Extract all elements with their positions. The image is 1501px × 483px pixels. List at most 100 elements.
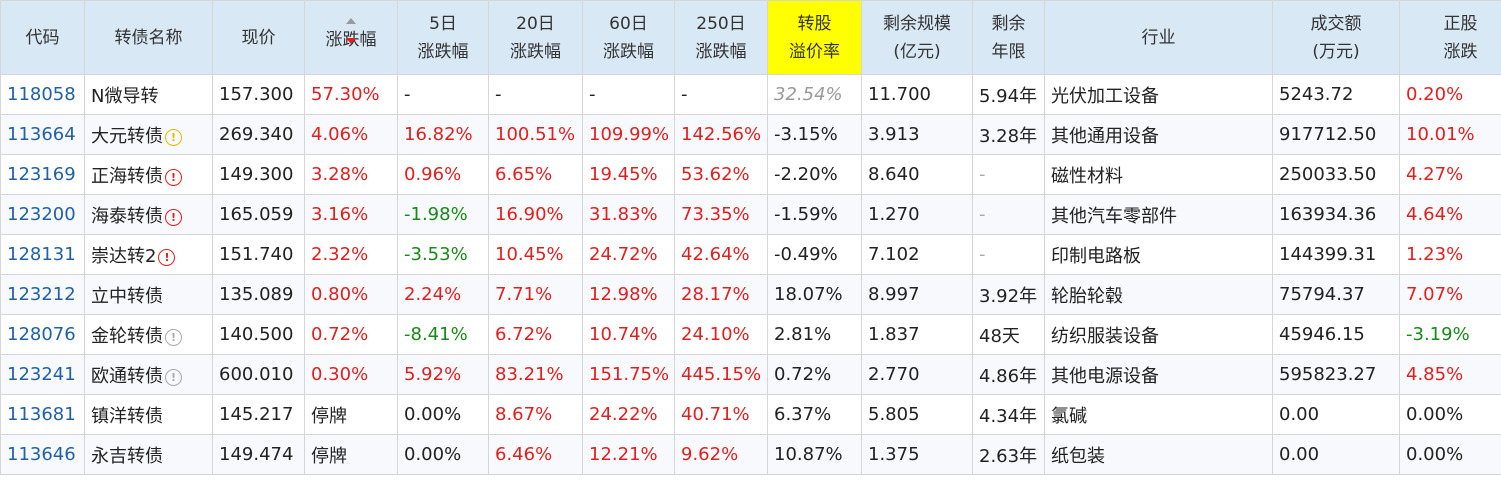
cell-chg20: 8.67% [488, 394, 583, 435]
table-row[interactable]: 113646 永吉转债 149.474 停牌 0.00% 6.46% 12.21% 9.62%… [0, 434, 1501, 475]
sort-down-icon [346, 37, 356, 44]
header-code[interactable]: 代码 [0, 0, 85, 75]
cell-name[interactable]: 镇洋转债 [84, 394, 213, 435]
cell-chg20: 10.45% [488, 234, 583, 275]
name-value[interactable]: 欧通转债 [91, 365, 163, 387]
table-row[interactable]: 113681 镇洋转债 145.217 停牌 0.00% 8.67% 24.22% 40.71… [0, 394, 1501, 435]
cell-code[interactable]: 123241 [0, 354, 85, 395]
industry-value: 氯碱 [1051, 405, 1087, 427]
name-value[interactable]: 金轮转债 [91, 325, 163, 347]
industry-value: 印制电路板 [1051, 245, 1141, 267]
industry-value: 其他通用设备 [1051, 125, 1159, 147]
header-scale-line2: (亿元) [893, 41, 941, 62]
change-value: 0.30% [311, 364, 369, 385]
code-value[interactable]: 113646 [7, 444, 76, 465]
cell-volume: 917712.50 [1272, 114, 1400, 155]
cell-name[interactable]: 海泰转债! [84, 194, 213, 235]
premium-value: -3.15% [774, 124, 838, 145]
cell-chg60: 19.45% [582, 154, 675, 195]
cell-name[interactable]: 崇达转2! [84, 234, 213, 275]
header-stock-change[interactable]: 正股 涨跌 [1399, 0, 1501, 75]
header-industry[interactable]: 行业 [1044, 0, 1273, 75]
header-years[interactable]: 剩余 年限 [972, 0, 1045, 75]
table-row[interactable]: 113664 大元转债! 269.340 4.06% 16.82% 100.51% 109.… [0, 114, 1501, 155]
cell-price: 149.474 [212, 434, 305, 475]
header-chg250[interactable]: 250日 涨跌幅 [674, 0, 768, 75]
header-change[interactable]: 涨跌幅 [304, 0, 398, 75]
header-chg20[interactable]: 20日 涨跌幅 [488, 0, 583, 75]
cell-code[interactable]: 118058 [0, 74, 85, 115]
chg5-value: 2.24% [404, 284, 462, 305]
premium-value: 6.37% [774, 404, 832, 425]
cell-code[interactable]: 123200 [0, 194, 85, 235]
header-premium[interactable]: 转股 溢价率 [767, 0, 862, 75]
cell-name[interactable]: 大元转债! [84, 114, 213, 155]
table-row[interactable]: 118058 N微导转 157.300 57.30% - - - - 32.54% 11.700 5… [0, 74, 1501, 115]
header-price[interactable]: 现价 [212, 0, 305, 75]
code-value[interactable]: 128076 [7, 324, 76, 345]
cell-chg5: - [397, 74, 489, 115]
stock-chg-value: 0.20% [1406, 84, 1464, 105]
table-row[interactable]: 123200 海泰转债! 165.059 3.16% -1.98% 16.90% 31.83… [0, 194, 1501, 235]
header-scale-line1: 剩余规模 [883, 13, 951, 34]
alert-icon[interactable]: ! [165, 328, 182, 346]
chg5-value: -1.98% [404, 204, 468, 225]
cell-code[interactable]: 113646 [0, 434, 85, 475]
table-row[interactable]: 123212 立中转债 135.089 0.80% 2.24% 7.71% 12.98% 28… [0, 274, 1501, 315]
cell-code[interactable]: 113681 [0, 394, 85, 435]
header-chg60[interactable]: 60日 涨跌幅 [582, 0, 675, 75]
cell-change: 3.28% [304, 154, 398, 195]
scale-value: 1.837 [868, 324, 920, 345]
code-value[interactable]: 113664 [7, 124, 76, 145]
code-value[interactable]: 123169 [7, 164, 76, 185]
name-value[interactable]: 正海转债 [91, 165, 163, 187]
code-value[interactable]: 123200 [7, 204, 76, 225]
name-value[interactable]: 海泰转债 [91, 205, 163, 227]
chg250-value: 40.71% [681, 404, 750, 425]
chg250-value: 142.56% [681, 124, 762, 145]
cell-code[interactable]: 123169 [0, 154, 85, 195]
alert-icon[interactable]: ! [158, 248, 176, 266]
price-value: 165.059 [219, 204, 294, 225]
name-value[interactable]: 崇达转2 [91, 245, 157, 267]
alert-icon[interactable]: ! [165, 168, 182, 186]
table-row[interactable]: 128131 崇达转2! 151.740 2.32% -3.53% 10.45% 24.72… [0, 234, 1501, 275]
cell-name[interactable]: 正海转债! [84, 154, 213, 195]
sort-arrows-icon[interactable]: 涨跌幅 [309, 17, 393, 52]
cell-name[interactable]: 立中转债 [84, 274, 213, 315]
header-premium-line1: 转股 [797, 13, 832, 34]
name-value[interactable]: N微导转 [91, 85, 159, 107]
years-value: 4.34年 [979, 405, 1038, 427]
table-row[interactable]: 123169 正海转债! 149.300 3.28% 0.96% 6.65% 19.45% 5… [0, 154, 1501, 195]
name-value[interactable]: 永吉转债 [91, 445, 163, 467]
header-chg5[interactable]: 5日 涨跌幅 [397, 0, 489, 75]
header-volume[interactable]: 成交额 (万元) [1272, 0, 1400, 75]
name-value[interactable]: 大元转债 [91, 125, 163, 147]
cell-name[interactable]: 永吉转债 [84, 434, 213, 475]
code-value[interactable]: 128131 [7, 244, 76, 265]
cell-name[interactable]: N微导转 [84, 74, 213, 115]
code-value[interactable]: 113681 [7, 404, 76, 425]
table-row[interactable]: 128076 金轮转债! 140.500 0.72% -8.41% 6.72% 10.74%… [0, 314, 1501, 355]
header-name[interactable]: 转债名称 [84, 0, 213, 75]
alert-icon[interactable]: ! [165, 368, 182, 386]
alert-icon[interactable]: ! [165, 208, 182, 226]
cell-code[interactable]: 128131 [0, 234, 85, 275]
header-scale[interactable]: 剩余规模 (亿元) [861, 0, 973, 75]
cell-name[interactable]: 金轮转债! [84, 314, 213, 355]
cell-chg20: - [488, 74, 583, 115]
cell-code[interactable]: 123212 [0, 274, 85, 315]
alert-icon[interactable]: ! [165, 128, 182, 146]
cell-code[interactable]: 113664 [0, 114, 85, 155]
cell-name[interactable]: 欧通转债! [84, 354, 213, 395]
name-value[interactable]: 镇洋转债 [91, 405, 163, 427]
name-value[interactable]: 立中转债 [91, 285, 163, 307]
code-value[interactable]: 123241 [7, 364, 76, 385]
code-value[interactable]: 123212 [7, 284, 76, 305]
header-chg5-line1: 5日 [429, 13, 457, 34]
code-value[interactable]: 118058 [7, 84, 76, 105]
change-value: 0.72% [311, 324, 369, 345]
cell-code[interactable]: 128076 [0, 314, 85, 355]
scale-value: 11.700 [868, 84, 931, 105]
table-row[interactable]: 123241 欧通转债! 600.010 0.30% 5.92% 83.21% 151.75… [0, 354, 1501, 395]
